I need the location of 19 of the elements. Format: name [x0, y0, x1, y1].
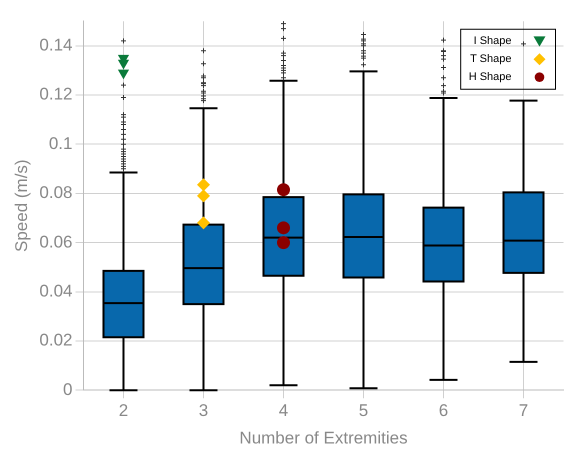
y-tick-label: 0 — [63, 380, 72, 399]
y-tick-label: 0.1 — [48, 134, 72, 153]
y-tick-label: 0.06 — [39, 232, 72, 252]
y-tick-label: 0.02 — [39, 330, 72, 350]
y-axis-title: Speed (m/s) — [12, 159, 31, 252]
x-axis-title: Number of Extremities — [239, 428, 408, 448]
y-tick-label: 0.14 — [39, 35, 72, 54]
x-tick-label: 5 — [358, 401, 368, 420]
y-tick-label: 0.04 — [39, 281, 72, 300]
legend-label: H Shape — [468, 71, 512, 84]
legend-label: I Shape — [474, 35, 512, 48]
x-tick-label: 4 — [278, 401, 288, 420]
x-tick-label: 6 — [438, 401, 448, 420]
x-tick-label: 3 — [198, 401, 208, 420]
x-tick-label: 2 — [118, 401, 128, 420]
legend-label: T Shape — [470, 53, 512, 66]
x-tick-label: 7 — [518, 401, 528, 420]
y-tick-label: 0.12 — [39, 84, 72, 104]
y-tick-label: 0.08 — [39, 183, 72, 202]
